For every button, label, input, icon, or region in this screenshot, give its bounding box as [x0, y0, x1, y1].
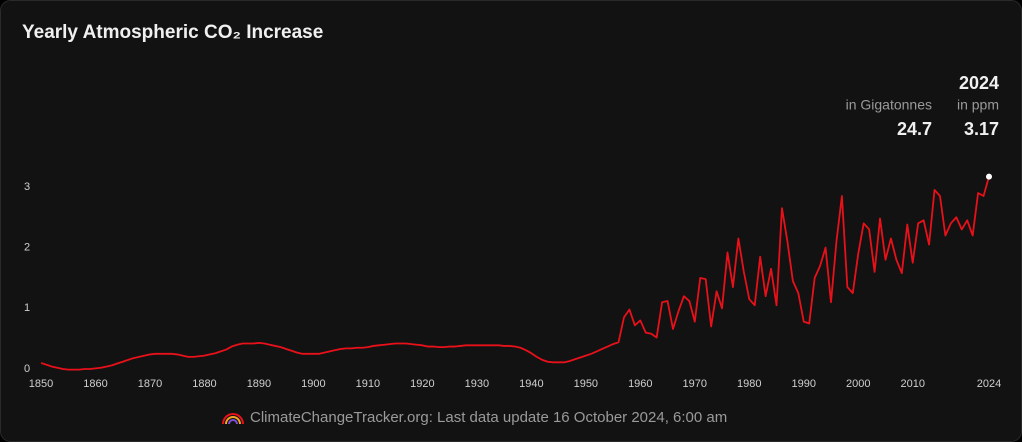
footer: ClimateChangeTracker.org: Last data upda… [250, 409, 727, 426]
x-tick-label: 1910 [356, 378, 380, 390]
logo [222, 413, 244, 425]
data-line [40, 176, 990, 371]
x-tick-label: 1980 [737, 378, 761, 390]
x-tick-label: 1880 [192, 378, 216, 390]
x-tick-label: 1890 [247, 378, 271, 390]
header-value: 3.17 [964, 119, 999, 139]
x-tick-label: 1920 [410, 378, 434, 390]
y-tick-label: 2 [24, 242, 30, 254]
x-tick-label: 1970 [683, 378, 707, 390]
header-year: 2024 [959, 73, 999, 93]
y-tick-label: 1 [24, 302, 30, 314]
x-tick-label: 2010 [900, 378, 924, 390]
x-tick-label: 1960 [628, 378, 652, 390]
end-point [986, 173, 992, 180]
x-tick-label: 1850 [29, 378, 53, 390]
y-tick-label: 3 [24, 181, 30, 193]
x-tick-label: 1860 [83, 378, 107, 390]
x-tick-label: 2000 [846, 378, 870, 390]
y-tick-label: 0 [24, 363, 30, 375]
x-tick-label: 1930 [465, 378, 489, 390]
x-tick-label: 1950 [574, 378, 598, 390]
chart-title: Yearly Atmospheric CO₂ Increase [22, 22, 323, 43]
header-unit: in ppm [957, 97, 999, 113]
header-unit: in Gigatonnes [846, 97, 932, 113]
x-tick-label: 1900 [301, 378, 325, 390]
x-tick-label: 2024 [977, 378, 1001, 390]
x-tick-label: 1990 [792, 378, 816, 390]
header-value: 24.7 [897, 119, 932, 139]
x-tick-label: 1870 [138, 378, 162, 390]
x-tick-label: 1940 [519, 378, 543, 390]
